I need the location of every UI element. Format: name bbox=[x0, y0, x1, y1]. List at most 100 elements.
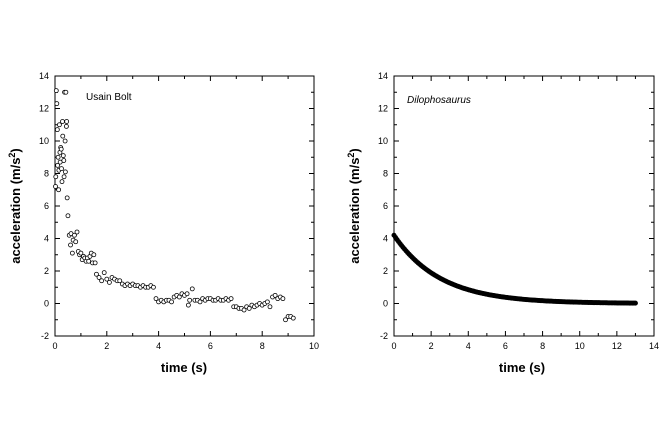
x-tick-label: 8 bbox=[540, 341, 545, 351]
data-point bbox=[264, 299, 270, 305]
data-points bbox=[391, 232, 638, 306]
data-point bbox=[74, 229, 80, 235]
data-point bbox=[55, 154, 61, 160]
y-tick-label: 12 bbox=[39, 104, 49, 114]
x-tick-label: 2 bbox=[429, 341, 434, 351]
data-point bbox=[272, 292, 278, 298]
x-axis-label: time (s) bbox=[161, 360, 207, 375]
data-point bbox=[187, 297, 193, 303]
data-point bbox=[60, 119, 65, 124]
data-point bbox=[92, 260, 98, 266]
data-points bbox=[53, 88, 296, 323]
x-axis-label: time (s) bbox=[499, 360, 545, 375]
x-tick-label: 6 bbox=[208, 341, 213, 351]
data-point bbox=[99, 278, 105, 284]
data-point bbox=[54, 127, 60, 133]
data-point bbox=[63, 89, 69, 95]
data-point bbox=[151, 284, 156, 290]
data-point bbox=[63, 123, 69, 129]
data-point bbox=[104, 276, 110, 282]
data-point bbox=[189, 286, 195, 292]
data-point bbox=[91, 252, 97, 258]
data-point bbox=[197, 299, 203, 305]
y-tick-label: 4 bbox=[44, 234, 49, 244]
y-tick-label: 8 bbox=[44, 169, 49, 179]
y-axis-label-main: acceleration (m/s bbox=[8, 158, 23, 264]
y-tick-label: -2 bbox=[380, 331, 388, 341]
data-point bbox=[106, 279, 112, 285]
data-point bbox=[55, 162, 60, 168]
y-axis-label: acceleration (m/s2) bbox=[346, 148, 362, 264]
y-axis-label-sup: 2 bbox=[7, 153, 17, 158]
x-tick-label: 0 bbox=[391, 341, 396, 351]
y-tick-label: -2 bbox=[41, 331, 49, 341]
y-tick-labels: -2 0 2 4 6 8 10 12 14 bbox=[378, 71, 388, 341]
data-point bbox=[61, 174, 67, 180]
data-point bbox=[61, 158, 67, 163]
data-point bbox=[185, 302, 191, 308]
data-point bbox=[62, 138, 68, 144]
data-point bbox=[86, 258, 92, 264]
data-point bbox=[54, 101, 60, 107]
data-point bbox=[69, 250, 75, 256]
x-tick-labels: 0 2 4 6 8 10 bbox=[52, 341, 319, 351]
data-point bbox=[57, 122, 62, 128]
data-point bbox=[280, 296, 286, 302]
y-tick-label: 14 bbox=[378, 71, 388, 81]
y-tick-label: 14 bbox=[39, 71, 49, 81]
data-point bbox=[241, 307, 247, 313]
data-point bbox=[53, 184, 58, 189]
y-axis-label-main: acceleration (m/s bbox=[347, 158, 362, 264]
annotation: Usain Bolt bbox=[86, 92, 132, 103]
data-point bbox=[64, 195, 70, 201]
data-point bbox=[96, 275, 102, 280]
x-tick-label: 10 bbox=[575, 341, 585, 351]
data-point bbox=[53, 174, 59, 180]
x-tick-label: 4 bbox=[466, 341, 471, 351]
data-point bbox=[184, 291, 190, 297]
y-tick-label: 10 bbox=[378, 136, 388, 146]
data-point bbox=[78, 250, 84, 256]
data-point bbox=[65, 213, 71, 219]
axis-ticks bbox=[393, 75, 655, 337]
data-point bbox=[62, 169, 68, 175]
data-point bbox=[283, 317, 288, 323]
data-point bbox=[176, 294, 182, 300]
x-tick-label: 4 bbox=[156, 341, 161, 351]
data-point bbox=[60, 133, 66, 139]
data-point bbox=[632, 300, 638, 306]
y-tick-label: 6 bbox=[383, 201, 388, 211]
x-tick-label: 0 bbox=[52, 341, 57, 351]
data-point bbox=[58, 146, 64, 152]
data-point bbox=[68, 242, 73, 248]
y-tick-label: 0 bbox=[44, 299, 49, 309]
data-point bbox=[169, 299, 174, 305]
data-point bbox=[59, 179, 65, 185]
x-tick-label: 8 bbox=[260, 341, 265, 351]
data-point bbox=[290, 315, 296, 321]
y-axis-label-tail: ) bbox=[347, 148, 362, 152]
data-point bbox=[267, 304, 273, 310]
y-tick-label: 0 bbox=[383, 299, 388, 309]
axis-ticks bbox=[54, 75, 315, 337]
data-point bbox=[246, 305, 252, 311]
data-point bbox=[72, 232, 77, 238]
data-point bbox=[153, 296, 159, 302]
y-tick-label: 12 bbox=[378, 104, 388, 114]
x-tick-labels: 0 2 4 6 8 10 12 14 bbox=[391, 341, 659, 351]
data-point bbox=[59, 166, 64, 172]
annotation: Dilophosaurus bbox=[407, 95, 471, 106]
y-axis-label-tail: ) bbox=[8, 148, 23, 152]
data-point bbox=[73, 239, 79, 245]
y-tick-label: 2 bbox=[383, 266, 388, 276]
data-point bbox=[53, 88, 59, 94]
data-point bbox=[56, 187, 62, 193]
y-tick-labels: -2 0 2 4 6 8 10 12 14 bbox=[39, 71, 49, 341]
data-point bbox=[60, 153, 66, 159]
data-point bbox=[64, 119, 70, 124]
y-axis-label: acceleration (m/s2) bbox=[7, 148, 23, 264]
data-point bbox=[228, 296, 234, 302]
